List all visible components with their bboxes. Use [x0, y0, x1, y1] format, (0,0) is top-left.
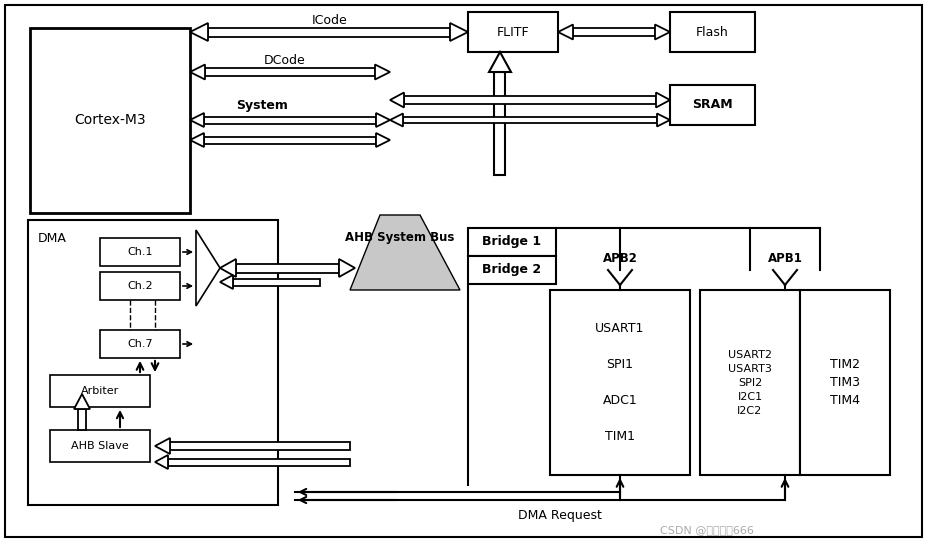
- Bar: [100, 238, 180, 266]
- Bar: [204, 117, 376, 124]
- Polygon shape: [655, 24, 670, 40]
- Text: FLITF: FLITF: [497, 25, 529, 38]
- Text: Arbiter: Arbiter: [81, 386, 120, 396]
- Bar: [50, 375, 150, 407]
- Text: USART2
USART3
SPI2
I2C1
I2C2: USART2 USART3 SPI2 I2C1 I2C2: [728, 350, 772, 416]
- Polygon shape: [656, 93, 670, 107]
- Polygon shape: [74, 394, 90, 409]
- Text: USART1

SPI1

ADC1

TIM1: USART1 SPI1 ADC1 TIM1: [595, 322, 644, 443]
- Polygon shape: [350, 215, 460, 290]
- Polygon shape: [155, 455, 168, 469]
- Polygon shape: [390, 93, 404, 107]
- Text: AHB System Bus: AHB System Bus: [345, 230, 454, 243]
- Polygon shape: [155, 438, 170, 454]
- Bar: [100, 272, 180, 300]
- Bar: [28, 220, 278, 505]
- Bar: [573, 28, 655, 36]
- Bar: [800, 290, 890, 475]
- Text: CSDN @物联技术666: CSDN @物联技术666: [660, 525, 754, 535]
- Polygon shape: [558, 24, 573, 40]
- Text: APB2: APB2: [603, 252, 638, 265]
- Polygon shape: [190, 133, 204, 147]
- Bar: [404, 96, 656, 104]
- Polygon shape: [376, 113, 390, 127]
- Bar: [494, 72, 505, 175]
- Text: System: System: [236, 99, 288, 112]
- Polygon shape: [390, 113, 403, 126]
- Text: DCode: DCode: [264, 54, 306, 67]
- Polygon shape: [220, 259, 236, 277]
- Polygon shape: [489, 52, 511, 72]
- Polygon shape: [190, 64, 205, 80]
- Polygon shape: [657, 113, 670, 126]
- Bar: [468, 256, 556, 284]
- Bar: [168, 459, 350, 466]
- Text: DMA: DMA: [38, 232, 67, 245]
- Bar: [205, 68, 375, 76]
- Text: Bridge 2: Bridge 2: [482, 263, 541, 276]
- Bar: [670, 85, 755, 125]
- Polygon shape: [450, 23, 468, 41]
- Text: Ch.2: Ch.2: [127, 281, 153, 291]
- Bar: [170, 442, 350, 450]
- Polygon shape: [190, 113, 204, 127]
- Text: TIM2
TIM3
TIM4: TIM2 TIM3 TIM4: [830, 358, 860, 407]
- Bar: [204, 137, 376, 144]
- Text: Flash: Flash: [696, 25, 729, 38]
- Bar: [670, 12, 755, 52]
- Bar: [468, 228, 556, 256]
- Bar: [233, 279, 320, 286]
- Text: Bridge 1: Bridge 1: [482, 236, 541, 248]
- Bar: [550, 290, 690, 475]
- Polygon shape: [339, 259, 355, 277]
- Bar: [468, 12, 558, 52]
- Bar: [50, 430, 150, 462]
- Text: ICode: ICode: [312, 14, 348, 27]
- Bar: [403, 117, 657, 123]
- Bar: [208, 28, 450, 36]
- Text: Cortex-M3: Cortex-M3: [74, 113, 146, 127]
- Polygon shape: [376, 133, 390, 147]
- Text: DMA Request: DMA Request: [518, 508, 602, 521]
- Polygon shape: [196, 230, 220, 306]
- Bar: [30, 28, 190, 213]
- Polygon shape: [375, 64, 390, 80]
- Text: SRAM: SRAM: [692, 99, 733, 112]
- Bar: [78, 409, 86, 430]
- Text: AHB Slave: AHB Slave: [71, 441, 129, 451]
- Bar: [700, 290, 800, 475]
- Text: Ch.7: Ch.7: [127, 339, 153, 349]
- Bar: [100, 330, 180, 358]
- Polygon shape: [220, 275, 233, 289]
- Polygon shape: [190, 23, 208, 41]
- Text: Ch.1: Ch.1: [127, 247, 153, 257]
- Bar: [236, 263, 339, 273]
- Text: APB1: APB1: [768, 252, 803, 265]
